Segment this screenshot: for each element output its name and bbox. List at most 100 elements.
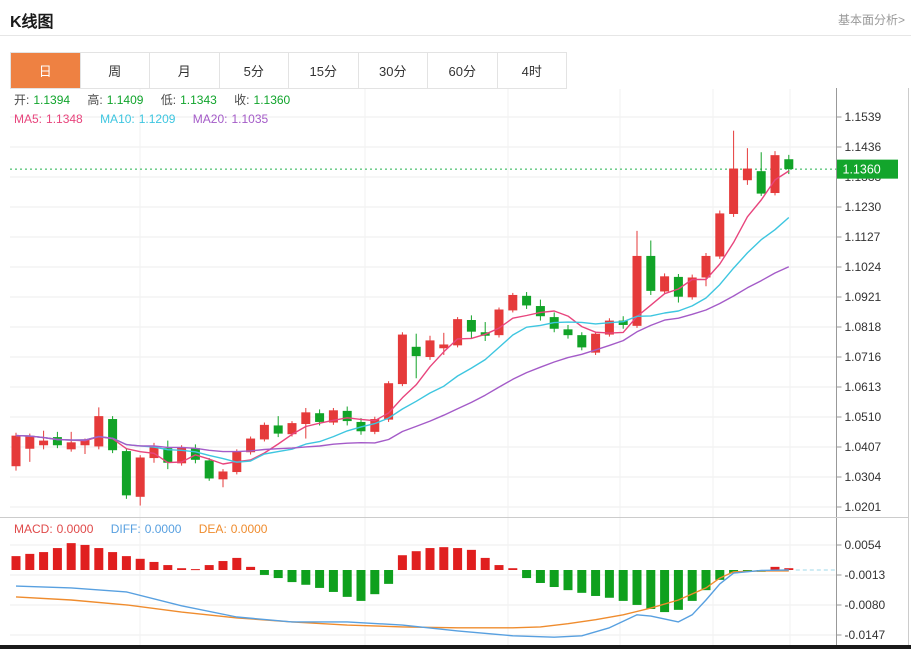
fundamental-analysis-link[interactable]: 基本面分析> — [837, 13, 905, 27]
current-price-badge: 1.1360 — [837, 159, 898, 179]
macd-bar — [770, 566, 780, 570]
macd-bar — [535, 570, 545, 583]
candle-body — [246, 438, 256, 453]
candle-body — [508, 294, 518, 311]
macd-bar — [549, 570, 559, 588]
ma5-line — [15, 170, 790, 465]
tab-30min[interactable]: 30分 — [358, 53, 428, 88]
candle-body — [756, 171, 766, 194]
dea-label: DEA: — [198, 522, 227, 536]
chart-frame — [0, 88, 911, 649]
macd-axis-label: -0.0080 — [845, 598, 886, 612]
page-title: K线图 — [10, 14, 54, 31]
candle-body — [425, 340, 435, 357]
current-price-label: 1.1360 — [843, 163, 881, 177]
price-axis-label: 1.1436 — [845, 140, 882, 154]
macd-axis: 0.0054 -0.0013 -0.0080 -0.0147 — [836, 538, 886, 642]
dea-value: 0.0000 — [230, 522, 268, 536]
macd-bar — [701, 570, 711, 591]
low-value: 1.1343 — [180, 93, 217, 107]
candle-body — [563, 329, 573, 336]
period-tabbar: 日 周 月 5分 15分 30分 60分 4时 — [10, 52, 567, 89]
candle-body — [163, 448, 173, 463]
macd-bar — [466, 549, 476, 570]
price-axis-label: 1.0613 — [845, 380, 882, 394]
macd-legend: MACD: 0.0000 DIFF: 0.0000 DEA: 0.0000 — [14, 521, 271, 537]
candle-body — [177, 447, 187, 464]
tab-day[interactable]: 日 — [11, 53, 81, 88]
open-value: 1.1394 — [33, 93, 71, 107]
candle-body — [11, 435, 21, 467]
candle-body — [577, 335, 587, 348]
macd-bar — [39, 552, 49, 570]
candle-body — [729, 168, 739, 214]
ohlc-legend: 开: 1.1394 高: 1.1409 低: 1.1343 收: 1.1360 — [14, 92, 294, 108]
macd-bar — [121, 556, 131, 570]
candle-body — [94, 416, 104, 447]
macd-bar — [632, 570, 642, 605]
tab-4hour[interactable]: 4时 — [497, 53, 566, 88]
candle-body — [673, 276, 683, 297]
gridlines — [10, 89, 837, 645]
macd-bar — [439, 547, 449, 570]
candle-body — [618, 320, 628, 325]
price-axis-label: 1.0407 — [845, 440, 882, 454]
macd-bar — [715, 570, 725, 580]
macd-bar — [453, 548, 463, 570]
macd-bar — [660, 570, 670, 613]
macd-bar — [177, 568, 187, 570]
macd-bar — [591, 570, 601, 596]
candle-body — [370, 419, 380, 432]
macd-bar — [508, 568, 518, 570]
candle-body — [701, 255, 711, 278]
price-axis-label: 1.1024 — [845, 260, 882, 274]
price-axis-label: 1.1230 — [845, 200, 882, 214]
macd-bar — [11, 556, 21, 570]
diff-label: DIFF: — [110, 522, 141, 536]
candle-body — [287, 423, 297, 435]
macd-bar — [604, 570, 614, 598]
macd-bar — [397, 555, 407, 570]
tab-15min[interactable]: 15分 — [289, 53, 359, 88]
macd-bar — [301, 570, 311, 585]
ma10-value: 1.1209 — [138, 112, 176, 126]
candle-body — [784, 159, 794, 170]
macd-bar — [204, 565, 214, 570]
ma20-value: 1.1035 — [231, 112, 269, 126]
candle-body — [494, 309, 504, 336]
macd-axis-label: 0.0054 — [845, 538, 882, 552]
macd-bar — [646, 570, 656, 609]
candle-body — [439, 344, 449, 349]
candle-body — [397, 334, 407, 385]
price-axis-label: 1.0510 — [845, 410, 882, 424]
tab-60min[interactable]: 60分 — [428, 53, 498, 88]
candle-body — [742, 168, 752, 181]
candle-body — [604, 320, 614, 335]
candle-body — [328, 410, 338, 423]
macd-bar — [163, 565, 173, 570]
price-axis: 1.15391.14361.13331.12301.11271.10241.09… — [836, 110, 882, 514]
macd-bar — [370, 570, 380, 595]
tab-5min[interactable]: 5分 — [219, 53, 289, 88]
tab-month[interactable]: 月 — [150, 53, 220, 88]
ma5-label: MA5: — [14, 112, 43, 126]
macd-bar — [673, 570, 683, 610]
macd-bar — [94, 548, 104, 570]
macd-bar — [52, 548, 62, 570]
tab-week[interactable]: 周 — [80, 53, 150, 88]
candle-body — [384, 383, 394, 420]
ma20-label: MA20: — [192, 112, 228, 126]
price-axis-label: 1.0921 — [845, 290, 882, 304]
macd-bar — [425, 548, 435, 570]
candle-body — [466, 320, 476, 332]
diff-value: 0.0000 — [144, 522, 182, 536]
macd-bar — [577, 570, 587, 593]
macd-bar — [522, 570, 532, 579]
macd-bar — [135, 558, 145, 570]
candle-body — [301, 412, 311, 424]
macd-histogram — [11, 543, 794, 613]
macd-bar — [342, 570, 352, 597]
candle-body — [535, 306, 545, 317]
macd-bar — [784, 568, 794, 570]
